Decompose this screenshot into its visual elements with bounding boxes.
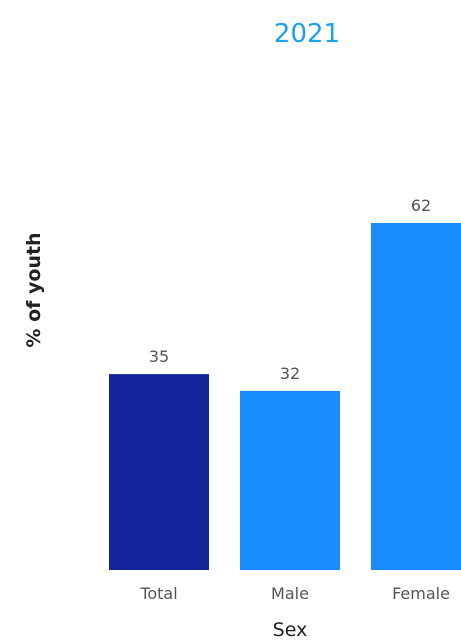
bars-group [109, 223, 461, 570]
y-axis-label: % of youth [23, 232, 45, 347]
chart-title: 2021 [274, 19, 340, 49]
bar-male [240, 390, 340, 570]
x-axis-label: Sex [273, 619, 308, 641]
data-label-total: 35 [149, 347, 169, 366]
bar-total [109, 374, 209, 570]
data-label-female: 62 [411, 196, 431, 215]
data-labels: 35 32 62 [149, 196, 431, 383]
x-tick-label-total: Total [139, 584, 177, 603]
x-tick-label-male: Male [271, 584, 309, 603]
x-tick-label-female: Female [392, 584, 450, 603]
data-label-male: 32 [280, 364, 300, 383]
x-tick-labels: Total Male Female [139, 584, 450, 603]
bar-female [371, 223, 461, 570]
